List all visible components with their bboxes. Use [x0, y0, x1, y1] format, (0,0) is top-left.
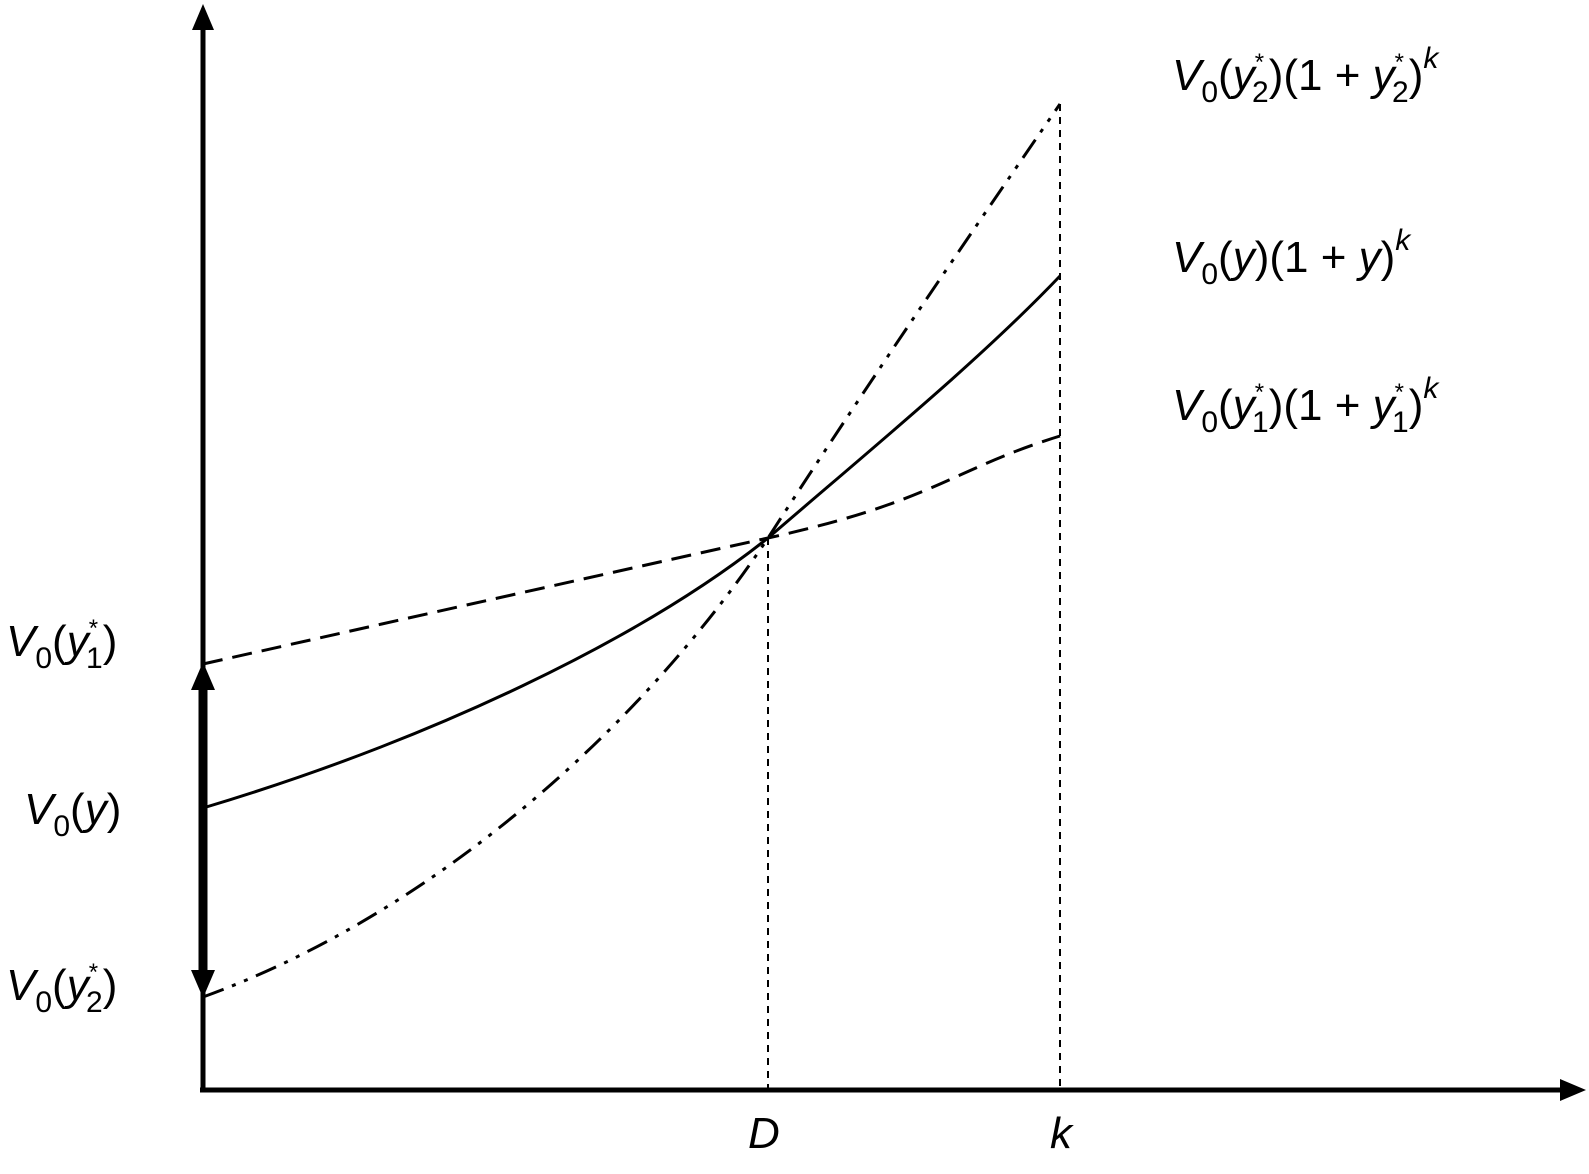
range-arrow-up-head	[191, 662, 215, 690]
label-curve-y: V0(y)(1 + y)k	[1172, 224, 1412, 291]
label-curve-y2-star: V0(y* 2)(1 + y* 2)k	[1172, 42, 1440, 109]
label-curve-y1-star: V0(y* 1)(1 + y* 1)k	[1172, 372, 1440, 439]
x-axis-arrowhead	[1560, 1079, 1586, 1101]
curve-y2-star	[202, 103, 1062, 999]
y-axis-arrowhead	[192, 4, 214, 30]
curve-y	[202, 274, 1062, 810]
label-v0-y1-star: V0(y* 1)	[6, 615, 117, 675]
label-k: k	[1050, 1109, 1074, 1158]
label-v0-y2-star: V0(y* 2)	[6, 959, 117, 1019]
label-D: D	[748, 1109, 780, 1158]
range-arrow-down-head	[191, 970, 215, 998]
label-v0-y: V0(y)	[24, 785, 121, 843]
curve-y1-star	[202, 434, 1061, 666]
